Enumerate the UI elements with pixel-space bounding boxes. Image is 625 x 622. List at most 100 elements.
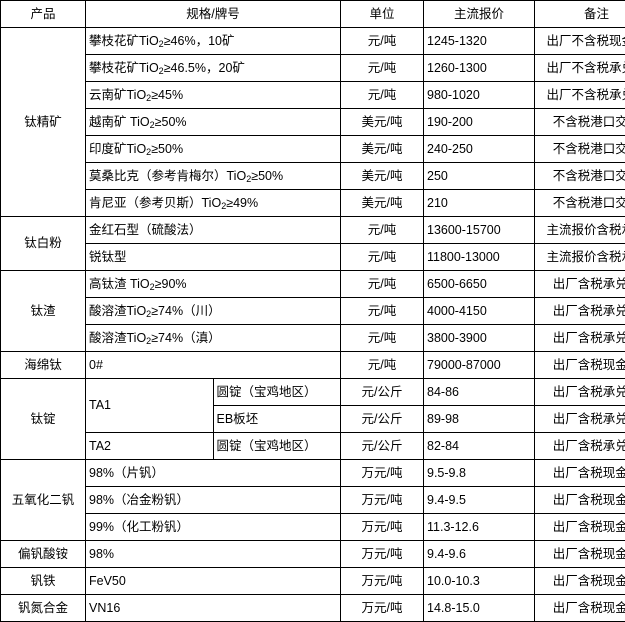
price-cell: 240-250 [424,136,535,163]
spec-cell: 98%（冶金粉钒） [86,487,341,514]
price-cell: 1245-1320 [424,28,535,55]
spec-cell: 印度矿TiO2≥50% [86,136,341,163]
unit-cell: 美元/吨 [341,109,424,136]
spec-grade-cell: TA1 [86,379,214,433]
category-cell: 钛白粉 [1,217,86,271]
table-body: 钛精矿攀枝花矿TiO2≥46%，10矿元/吨1245-1320出厂不含税现金价攀… [1,28,625,622]
note-cell: 出厂含税承兑价 [535,406,625,433]
note-cell: 主流报价含税承兑 [535,244,625,271]
header-price: 主流报价 [424,1,535,28]
category-cell: 偏钒酸铵 [1,541,86,568]
unit-cell: 元/公斤 [341,379,424,406]
spec-cell: 高钛渣 TiO2≥90% [86,271,341,298]
price-cell: 9.4-9.6 [424,541,535,568]
price-cell: 10.0-10.3 [424,568,535,595]
spec-cell: 98% [86,541,341,568]
unit-cell: 元/吨 [341,271,424,298]
note-cell: 出厂不含税承兑价 [535,55,625,82]
note-cell: 出厂含税现金价 [535,514,625,541]
note-cell: 出厂含税现金价 [535,487,625,514]
unit-cell: 美元/吨 [341,163,424,190]
price-cell: 1260-1300 [424,55,535,82]
table-row: 肯尼亚（参考贝斯）TiO2≥49%美元/吨210不含税港口交货 [1,190,625,217]
price-cell: 11800-13000 [424,244,535,271]
price-cell: 250 [424,163,535,190]
table-row: 98%（冶金粉钒）万元/吨9.4-9.5出厂含税现金价 [1,487,625,514]
note-cell: 主流报价含税承兑 [535,217,625,244]
price-cell: 89-98 [424,406,535,433]
unit-cell: 元/吨 [341,325,424,352]
note-cell: 出厂含税现金价 [535,568,625,595]
unit-cell: 元/吨 [341,55,424,82]
unit-cell: 元/吨 [341,28,424,55]
note-cell: 不含税港口交货 [535,136,625,163]
category-cell: 钒铁 [1,568,86,595]
unit-cell: 元/吨 [341,82,424,109]
price-cell: 79000-87000 [424,352,535,379]
spec-cell: 金红石型（硫酸法） [86,217,341,244]
spec-cell: 莫桑比克（参考肯梅尔）TiO2≥50% [86,163,341,190]
note-cell: 出厂含税承兑价 [535,325,625,352]
price-cell: 14.8-15.0 [424,595,535,622]
spec-grade-cell: TA2 [86,433,214,460]
unit-cell: 万元/吨 [341,541,424,568]
unit-cell: 元/吨 [341,298,424,325]
unit-cell: 元/吨 [341,217,424,244]
price-cell: 13600-15700 [424,217,535,244]
unit-cell: 元/公斤 [341,406,424,433]
note-cell: 不含税港口交货 [535,163,625,190]
spec-cell: 攀枝花矿TiO2≥46.5%，20矿 [86,55,341,82]
header-product: 产品 [1,1,86,28]
note-cell: 出厂含税现金价 [535,595,625,622]
header-note: 备注 [535,1,625,28]
price-cell: 9.4-9.5 [424,487,535,514]
spec-detail-cell: EB板坯 [213,406,341,433]
unit-cell: 元/吨 [341,244,424,271]
note-cell: 出厂含税承兑价 [535,379,625,406]
category-cell: 海绵钛 [1,352,86,379]
note-cell: 出厂含税现金价 [535,352,625,379]
unit-cell: 美元/吨 [341,190,424,217]
spec-cell: 酸溶渣TiO2≥74%（滇） [86,325,341,352]
price-cell: 6500-6650 [424,271,535,298]
table-header-row: 产品 规格/牌号 单位 主流报价 备注 [1,1,625,28]
unit-cell: 万元/吨 [341,460,424,487]
unit-cell: 万元/吨 [341,568,424,595]
unit-cell: 万元/吨 [341,514,424,541]
spec-detail-cell: 圆锭（宝鸡地区） [213,379,341,406]
price-cell: 980-1020 [424,82,535,109]
category-cell: 钒氮合金 [1,595,86,622]
unit-cell: 万元/吨 [341,595,424,622]
header-spec: 规格/牌号 [86,1,341,28]
price-cell: 82-84 [424,433,535,460]
spec-cell: 云南矿TiO2≥45% [86,82,341,109]
price-cell: 190-200 [424,109,535,136]
table-header: 产品 规格/牌号 单位 主流报价 备注 [1,1,625,28]
spec-cell: 98%（片钒） [86,460,341,487]
spec-cell: 锐钛型 [86,244,341,271]
table-row: 99%（化工粉钒）万元/吨11.3-12.6出厂含税现金价 [1,514,625,541]
price-cell: 11.3-12.6 [424,514,535,541]
note-cell: 不含税港口交货 [535,190,625,217]
spec-cell: 越南矿 TiO2≥50% [86,109,341,136]
spec-cell: 99%（化工粉钒） [86,514,341,541]
spec-cell: 肯尼亚（参考贝斯）TiO2≥49% [86,190,341,217]
spec-cell: 0# [86,352,341,379]
category-cell: 钛渣 [1,271,86,352]
category-cell: 钛锭 [1,379,86,460]
